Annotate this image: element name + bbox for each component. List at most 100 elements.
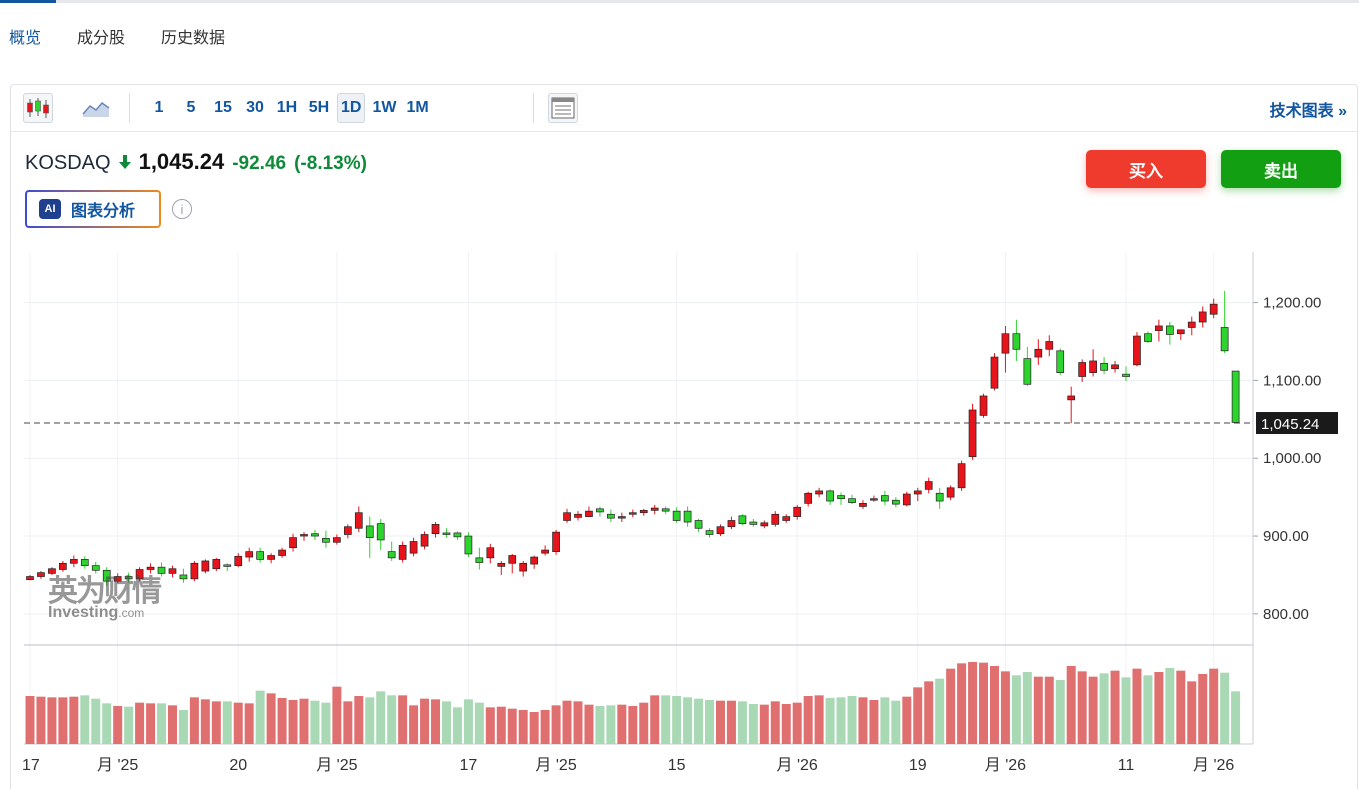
- candle-body: [135, 569, 144, 580]
- watermark-cn: 英为财情: [48, 575, 162, 608]
- volume-bar: [178, 710, 188, 744]
- volume-bar: [551, 705, 561, 744]
- candle-body: [628, 512, 637, 515]
- technical-chart-link[interactable]: 技术图表 »: [1269, 103, 1347, 120]
- candle-body: [1231, 370, 1240, 423]
- candle-body: [1144, 333, 1152, 342]
- candle-body: [826, 490, 834, 502]
- candle-body: [913, 490, 922, 495]
- candle-body: [596, 508, 604, 513]
- candle-body: [453, 532, 462, 538]
- candle-body: [146, 566, 155, 570]
- interval-15[interactable]: 15: [214, 99, 232, 116]
- volume-bar: [102, 703, 112, 744]
- interval-1d[interactable]: 1D: [337, 93, 366, 123]
- volume-bar: [387, 695, 397, 744]
- volume-bar: [726, 700, 736, 744]
- candle-body: [1100, 362, 1108, 371]
- volume-bar: [452, 707, 462, 744]
- volume-bar: [332, 686, 342, 744]
- candle-body: [376, 523, 385, 541]
- ai-chart-analysis-button[interactable]: AI 图表分析: [25, 190, 161, 228]
- chart-panel: 1 5 15 30 1H 5H 1D 1W 1M 技术图表 » KOSDAQ: [10, 84, 1358, 789]
- volume-bar: [1110, 670, 1120, 744]
- area-chart-icon[interactable]: [81, 93, 111, 123]
- tab-historical-data[interactable]: 历史数据: [161, 30, 226, 47]
- candle-body: [343, 526, 352, 535]
- candle-body: [300, 534, 308, 537]
- x-tick-label: 月 '25: [316, 757, 357, 774]
- volume-bar: [277, 698, 287, 744]
- candle-body: [1165, 325, 1174, 335]
- candle-body: [69, 559, 78, 564]
- candle-body: [59, 562, 67, 570]
- quote-header: KOSDAQ 1,045.24 -92.46 (-8.13%): [25, 149, 367, 175]
- volume-bar: [189, 697, 199, 744]
- interval-1w[interactable]: 1W: [372, 99, 397, 116]
- candle-body: [201, 560, 210, 572]
- chart-layout-icon[interactable]: [548, 93, 578, 123]
- candle-body: [508, 555, 517, 564]
- candle-body: [1034, 348, 1043, 358]
- down-arrow-icon: [118, 155, 131, 174]
- sell-button[interactable]: 卖出: [1221, 150, 1341, 188]
- volume-bar: [288, 700, 298, 744]
- candle-body: [552, 531, 560, 552]
- info-icon[interactable]: i: [172, 199, 192, 219]
- volume-bar: [69, 696, 79, 744]
- interval-1[interactable]: 1: [154, 99, 164, 116]
- interval-1m[interactable]: 1M: [406, 99, 429, 116]
- candle-body: [387, 551, 396, 559]
- candle-body: [179, 574, 188, 580]
- volume-bar: [715, 700, 725, 744]
- volume-bar: [770, 701, 780, 744]
- tab-constituents[interactable]: 成分股: [77, 30, 126, 47]
- volume-bar: [902, 696, 912, 744]
- volume-bar: [91, 698, 101, 744]
- candle-body: [870, 498, 878, 501]
- candle-body: [530, 556, 539, 565]
- candle-body: [80, 559, 89, 566]
- candlestick-icon[interactable]: [23, 93, 53, 123]
- volume-bar: [113, 706, 123, 744]
- candle-body: [607, 513, 615, 519]
- candle-body: [190, 562, 199, 580]
- candle-body: [683, 510, 692, 523]
- tab-overview[interactable]: 概览: [9, 30, 42, 47]
- volume-bar: [409, 705, 419, 744]
- candle-body: [113, 576, 122, 582]
- candle-body: [102, 569, 111, 582]
- volume-bar: [343, 701, 353, 744]
- volume-bar: [913, 687, 923, 744]
- candle-body: [924, 481, 933, 490]
- candle-body: [804, 492, 813, 504]
- candle-body: [420, 534, 429, 547]
- candle-body: [497, 562, 506, 567]
- interval-5[interactable]: 5: [186, 99, 196, 116]
- volume-bar: [814, 695, 824, 744]
- y-tick-label: 1,000.00: [1263, 450, 1321, 467]
- candle-body: [639, 510, 648, 514]
- candle-body: [1209, 303, 1218, 315]
- volume-bar: [869, 700, 879, 744]
- price-change-percent: (-8.13%): [294, 153, 367, 174]
- x-tick-label: 月 '26: [985, 757, 1026, 774]
- candle-body: [793, 506, 802, 517]
- candle-body: [1133, 335, 1141, 366]
- buy-button[interactable]: 买入: [1086, 150, 1206, 188]
- volume-bar: [58, 697, 68, 744]
- candle-body: [48, 568, 56, 574]
- volume-bar: [146, 703, 156, 744]
- volume-bar: [200, 699, 210, 744]
- interval-5h[interactable]: 5H: [308, 99, 330, 116]
- x-tick-label: 17: [460, 757, 478, 774]
- volume-bar: [157, 703, 167, 744]
- interval-30[interactable]: 30: [246, 99, 264, 116]
- volume-bar: [431, 699, 441, 744]
- volume-bar: [847, 696, 857, 744]
- candle-body: [223, 564, 232, 567]
- volume-bar: [1022, 672, 1032, 744]
- candle-body: [1111, 364, 1119, 370]
- interval-1h[interactable]: 1H: [276, 99, 298, 116]
